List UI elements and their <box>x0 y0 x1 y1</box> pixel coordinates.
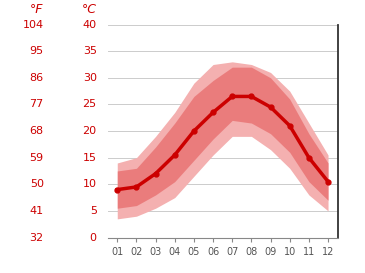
Text: 95: 95 <box>30 46 44 56</box>
Text: 50: 50 <box>30 179 44 189</box>
Text: 30: 30 <box>83 73 97 83</box>
Text: 10: 10 <box>83 179 97 189</box>
Text: 15: 15 <box>83 153 97 163</box>
Text: 86: 86 <box>30 73 44 83</box>
Text: 0: 0 <box>90 233 97 242</box>
Text: 59: 59 <box>30 153 44 163</box>
Text: 104: 104 <box>23 20 44 29</box>
Text: 5: 5 <box>90 206 97 216</box>
Text: 35: 35 <box>83 46 97 56</box>
Text: 77: 77 <box>30 99 44 109</box>
Text: 20: 20 <box>82 126 97 136</box>
Text: °F: °F <box>30 3 44 16</box>
Text: °C: °C <box>82 3 97 16</box>
Text: 68: 68 <box>30 126 44 136</box>
Text: 25: 25 <box>82 99 97 109</box>
Text: 41: 41 <box>30 206 44 216</box>
Text: 40: 40 <box>82 20 97 29</box>
Text: 32: 32 <box>30 233 44 242</box>
